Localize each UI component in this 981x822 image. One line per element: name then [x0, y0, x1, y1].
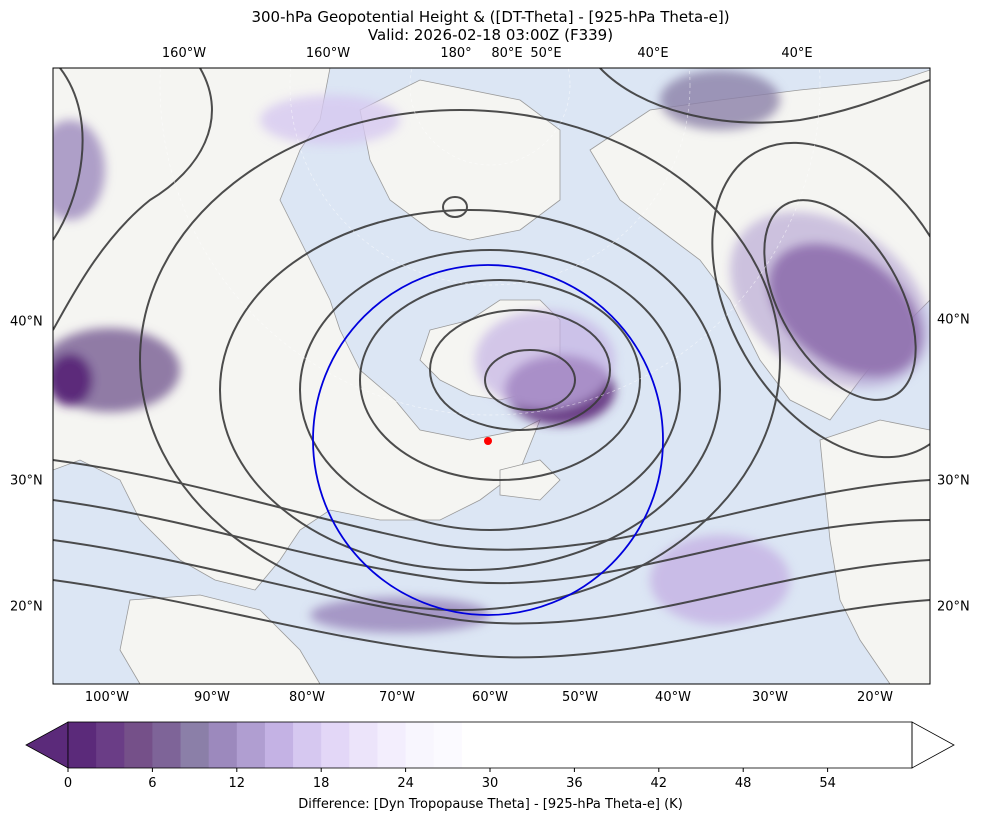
colorbar-bin	[405, 722, 435, 768]
analysis-circle	[312, 264, 664, 616]
difference-fill	[53, 70, 930, 633]
map-frame	[52, 67, 931, 685]
colorbar-bin	[236, 722, 266, 768]
bottom-lon-label: 90°W	[194, 690, 230, 705]
colorbar-tick-label: 6	[148, 776, 157, 791]
colorbar-bin	[490, 722, 519, 768]
left-lat-label: 30°N	[10, 473, 43, 489]
left-lat-label: 20°N	[10, 599, 43, 615]
top-lon-label: 80°E	[491, 46, 523, 61]
colorbar-extend-max	[911, 721, 955, 769]
map-area	[53, 68, 930, 684]
colorbar-tick-label: 24	[397, 776, 414, 791]
bottom-lon-label: 40°W	[655, 690, 691, 705]
colorbar-bin	[574, 722, 604, 768]
colorbar-tick-label: 54	[819, 776, 836, 791]
chart-subtitle: Valid: 2026-02-18 03:00Z (F339)	[367, 26, 614, 44]
bottom-lon-label: 100°W	[84, 690, 130, 705]
colorbar-label: Difference: [Dyn Tropopause Theta] - [92…	[298, 797, 683, 812]
colorbar-bin	[96, 722, 125, 768]
bottom-lon-label: 30°W	[752, 690, 788, 705]
bottom-lon-label: 20°W	[857, 690, 893, 705]
colorbar-tick-label: 12	[228, 776, 246, 791]
colorbar-tick-label: 42	[650, 776, 668, 791]
left-lat-label: 40°N	[10, 314, 43, 330]
colorbar-bin	[602, 722, 632, 768]
land	[53, 68, 930, 684]
chart-title: 300-hPa Geopotential Height & ([DT-Theta…	[251, 8, 730, 26]
colorbar-bin	[827, 722, 857, 768]
top-lon-label: 40°E	[781, 46, 813, 61]
colorbar-bin	[68, 722, 97, 768]
colorbar-tick-label: 0	[63, 776, 73, 791]
fill-south	[310, 597, 490, 633]
colorbar-bin	[546, 722, 575, 768]
colorbar-bin	[152, 722, 182, 768]
colorbar-bin	[180, 722, 210, 768]
bottom-lon-label: 80°W	[289, 690, 325, 705]
colorbar-bin	[799, 722, 829, 768]
height-contours	[53, 68, 930, 659]
colorbar-bin	[433, 722, 463, 768]
bottom-lon-label: 50°W	[562, 690, 598, 705]
colorbar	[25, 721, 955, 772]
colorbar-bin	[264, 722, 294, 768]
fill-center-halo	[475, 310, 615, 410]
colorbar-bin	[461, 722, 491, 768]
colorbar-tick-label: 18	[312, 776, 330, 791]
top-lon-label: 50°E	[530, 46, 562, 61]
colorbar-bin	[630, 722, 660, 768]
colorbar-bin	[208, 722, 238, 768]
colorbar-bin	[771, 722, 800, 768]
colorbar-bin	[377, 722, 407, 768]
colorbar-bin	[293, 722, 322, 768]
colorbar-bin	[658, 722, 688, 768]
top-lon-label: 160°W	[305, 46, 351, 61]
colorbar-bin	[518, 722, 547, 768]
colorbar-tick-label: 36	[566, 776, 583, 791]
top-lon-label: 160°W	[161, 46, 207, 61]
center-marker	[484, 437, 492, 445]
bottom-lon-label: 60°W	[472, 690, 508, 705]
colorbar-tick-label: 48	[734, 776, 752, 791]
top-lon-label: 40°E	[637, 46, 669, 61]
right-lat-label: 40°N	[937, 312, 970, 328]
bottom-lon-label: 70°W	[379, 690, 415, 705]
colorbar-bin	[715, 722, 744, 768]
colorbar-bin	[743, 722, 772, 768]
colorbar-bin	[883, 722, 913, 768]
colorbar-bin	[855, 722, 885, 768]
right-lat-label: 30°N	[937, 473, 970, 489]
fill-northwest	[53, 120, 105, 220]
right-lat-label: 20°N	[937, 599, 970, 615]
colorbar-tick-label: 30	[481, 776, 499, 791]
colorbar-extend-min	[25, 721, 69, 769]
graticule	[159, 68, 821, 416]
colorbar-bin	[124, 722, 153, 768]
fill-north	[260, 95, 400, 145]
fill-west-core	[53, 354, 92, 406]
top-lon-label: 180°	[440, 46, 472, 61]
colorbar-bin	[349, 722, 378, 768]
colorbar-bin	[321, 722, 350, 768]
colorbar-bin	[686, 722, 716, 768]
